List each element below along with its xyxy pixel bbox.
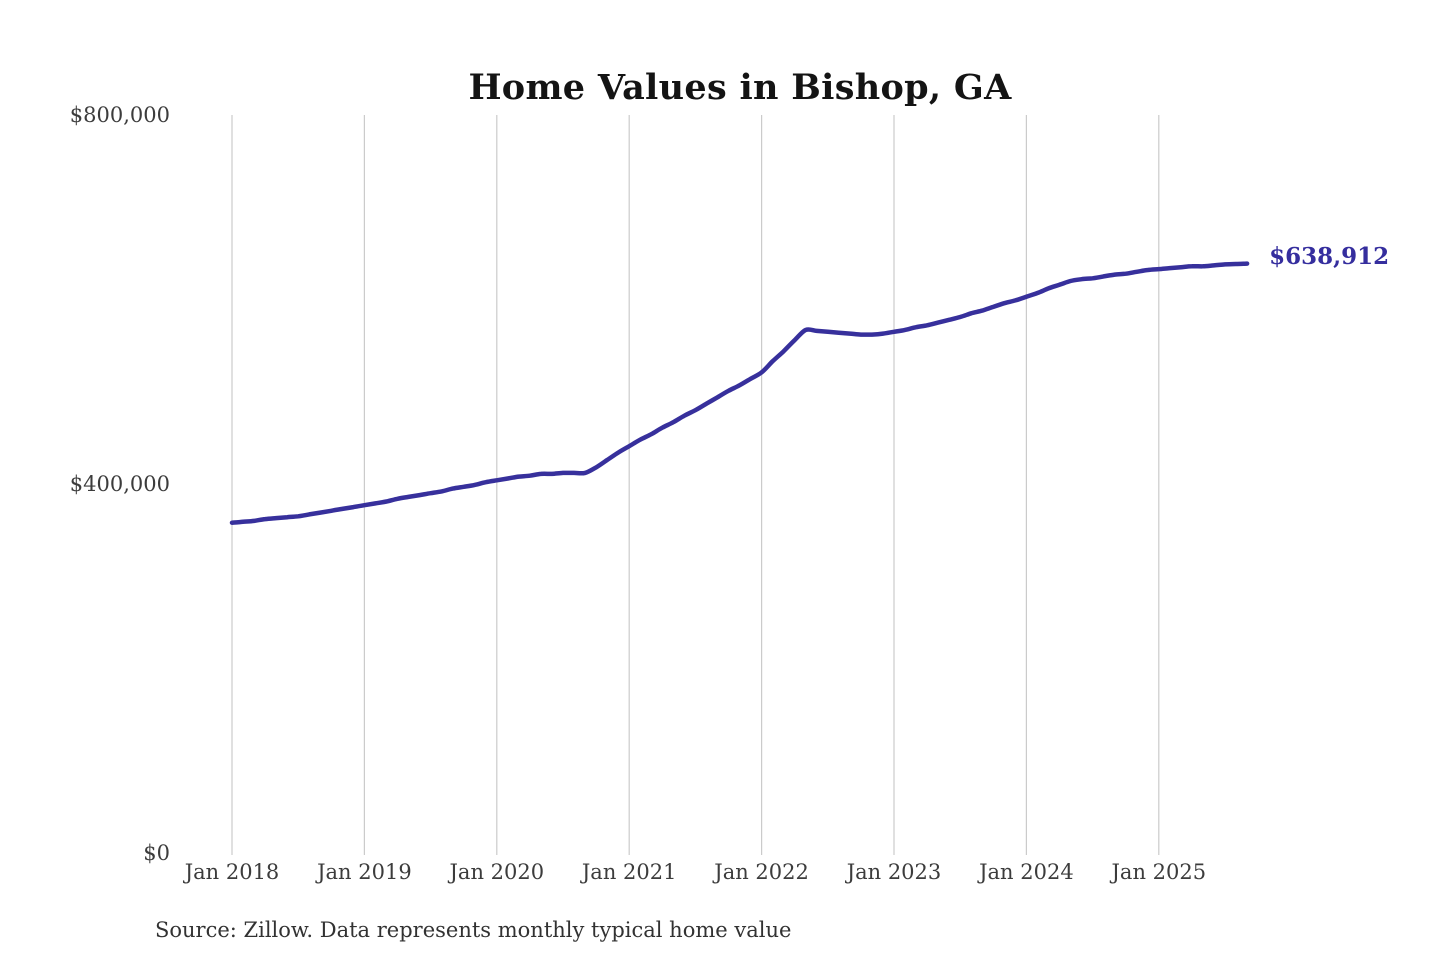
y-tick-label: $800,000: [70, 103, 170, 127]
x-tick-label: Jan 2020: [448, 860, 545, 884]
x-tick-label: Jan 2021: [580, 860, 677, 884]
x-tick-label: Jan 2019: [315, 860, 412, 884]
y-tick-label: $400,000: [70, 472, 170, 496]
chart-title: Home Values in Bishop, GA: [468, 67, 1012, 109]
x-tick-label: Jan 2023: [845, 860, 942, 884]
home-value-line: [229, 261, 1250, 525]
last-value-label: $638,912: [1269, 242, 1390, 270]
x-tick-label: Jan 2024: [977, 860, 1074, 884]
x-tick-label: Jan 2018: [183, 860, 280, 884]
x-tick-label: Jan 2025: [1110, 860, 1207, 884]
x-tick-label: Jan 2022: [712, 860, 809, 884]
y-tick-label: $0: [143, 841, 170, 865]
source-note: Source: Zillow. Data represents monthly …: [155, 918, 792, 942]
